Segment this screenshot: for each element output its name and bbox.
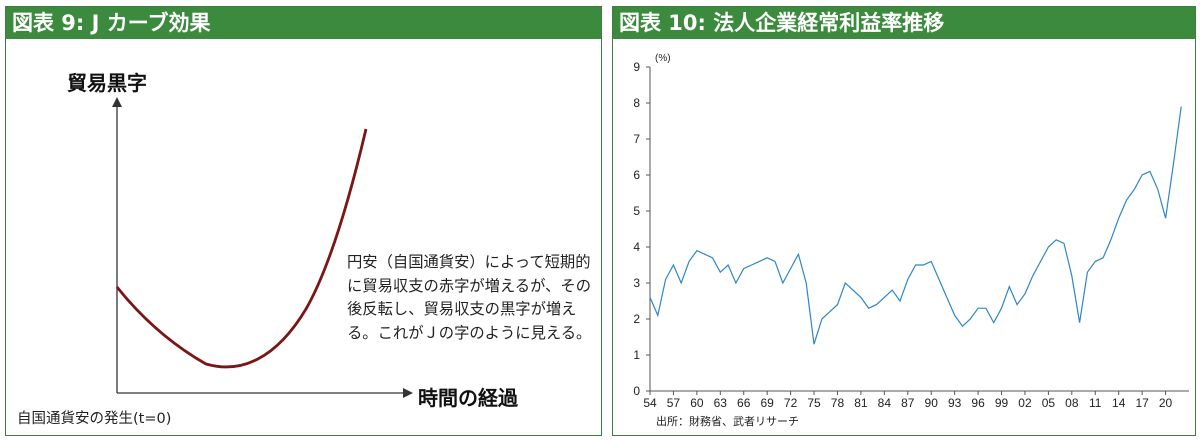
y-tick-label: 3 <box>633 276 640 290</box>
x-tick-label: 54 <box>643 396 657 410</box>
x-axis-label: 時間の経過 <box>418 386 518 410</box>
x-tick-label: 87 <box>901 396 915 410</box>
panel-title: 図表 10: 法人企業経常利益率推移 <box>613 7 1195 39</box>
x-tick-label: 63 <box>714 396 728 410</box>
y-tick-label: 1 <box>633 348 640 362</box>
j-curve-line <box>115 128 368 369</box>
panel-title: 図表 9: J カーブ効果 <box>6 7 601 39</box>
j-curve-chart <box>112 97 413 398</box>
y-axis-label: 貿易黒字 <box>67 71 147 95</box>
x-tick-label: 90 <box>925 396 939 410</box>
x-tick-label: 69 <box>760 396 774 410</box>
y-tick-label: 5 <box>633 204 640 218</box>
x-tick-label: 08 <box>1065 396 1079 410</box>
x-tick-label: 99 <box>995 396 1009 410</box>
annotation-text: 円安（自国通貨安）によって短期的に貿易収支の赤字が増えるが、その後反転し、貿易収… <box>347 253 592 342</box>
y-tick-label: 2 <box>633 312 640 326</box>
x-tick-label: 02 <box>1018 396 1032 410</box>
x-tick-label: 72 <box>784 396 798 410</box>
x-tick-label: 05 <box>1042 396 1056 410</box>
source-note: 出所：財務省、武者リサーチ <box>656 415 799 428</box>
y-tick-label: 9 <box>633 60 640 74</box>
x-tick-label: 60 <box>690 396 704 410</box>
y-tick-label: 8 <box>633 96 640 110</box>
y-tick-label: 7 <box>633 132 640 146</box>
x-tick-label: 66 <box>737 396 751 410</box>
x-tick-label: 17 <box>1135 396 1149 410</box>
y-tick-label: 6 <box>633 168 640 182</box>
y-unit-label: (%) <box>655 53 671 64</box>
x-tick-label: 14 <box>1112 396 1126 410</box>
x-tick-label: 96 <box>971 396 985 410</box>
footnote: 自国通貨安の発生(t=0) <box>17 411 172 427</box>
profit-ratio-panel: 図表 10: 法人企業経常利益率推移 (%) 0 1 2 3 4 5 6 7 8 9 54 57 60 63… <box>612 6 1196 436</box>
x-tick-label: 57 <box>667 396 681 410</box>
x-tick-label: 75 <box>807 396 821 410</box>
y-tick-label: 0 <box>633 384 640 398</box>
j-curve-panel: 図表 9: J カーブ効果 貿易黒字 時間の経過 円安（自国通貨安）によって短期… <box>5 6 602 436</box>
x-tick-label: 20 <box>1159 396 1173 410</box>
x-tick-label: 93 <box>948 396 962 410</box>
x-tick-label: 78 <box>831 396 845 410</box>
y-tick-label: 4 <box>633 240 640 254</box>
x-tick-label: 11 <box>1089 396 1102 410</box>
series-line <box>649 106 1182 345</box>
x-tick-label: 81 <box>854 396 868 410</box>
x-tick-label: 84 <box>878 396 892 410</box>
